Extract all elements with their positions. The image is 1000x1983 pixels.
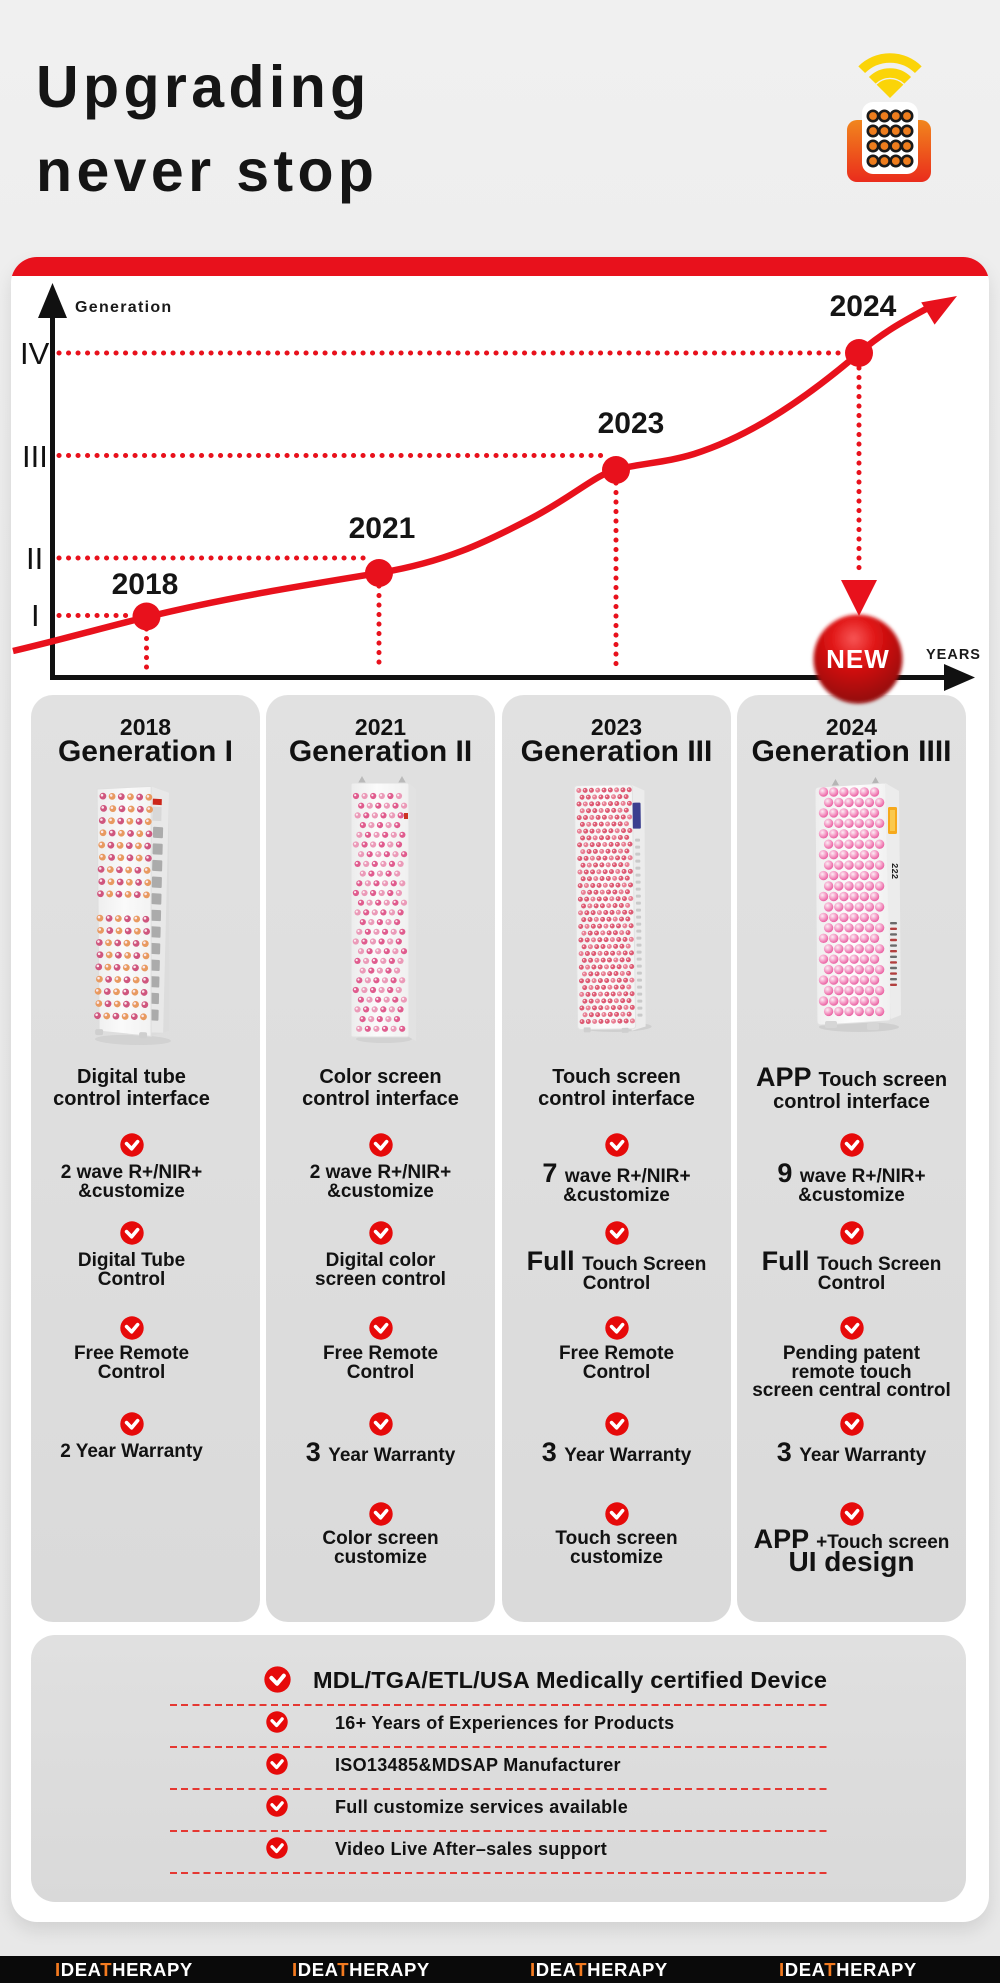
svg-text:III: III [22,439,48,474]
svg-text:2018: 2018 [112,568,179,601]
svg-text:2021: 2021 [349,512,416,545]
svg-text:2023: 2023 [598,407,665,440]
svg-text:Generation: Generation [75,299,172,316]
svg-text:NEW: NEW [826,644,890,674]
svg-text:IV: IV [20,336,50,371]
svg-text:222: 222 [889,863,899,879]
svg-text:I: I [31,598,40,633]
svg-text:II: II [26,541,43,576]
svg-text:2024: 2024 [830,290,897,323]
svg-text:YEARS: YEARS [926,647,981,663]
